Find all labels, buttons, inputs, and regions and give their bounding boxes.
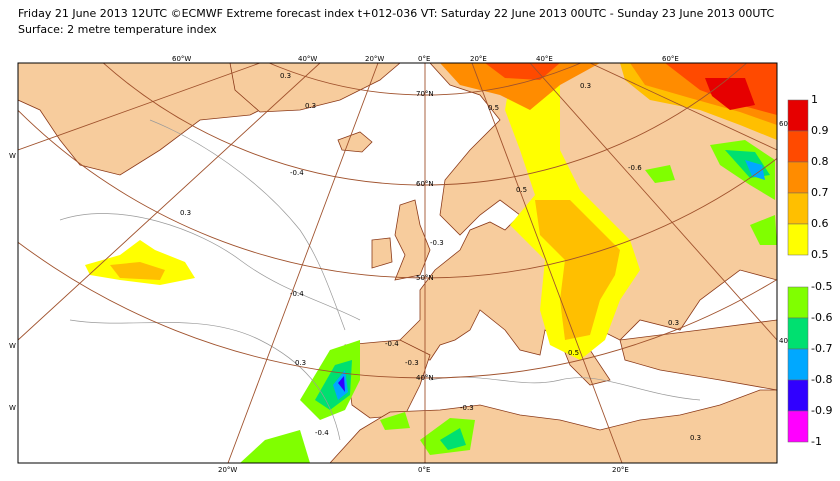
land <box>394 199 431 281</box>
contour-label: 0.3 <box>690 434 701 442</box>
lat-label: W <box>9 152 16 160</box>
map-frame <box>17 62 778 464</box>
warm-area <box>440 63 600 110</box>
contour-label: 0.3 <box>295 359 306 367</box>
contour <box>59 213 361 321</box>
lat-label: 50°N <box>416 274 434 282</box>
legend-swatch <box>787 317 809 350</box>
contour-label: -0.3 <box>430 239 444 247</box>
lon-label: 60°E <box>662 55 679 63</box>
contour-label: 0.3 <box>668 319 679 327</box>
cold-area <box>380 412 410 430</box>
contour-label: -0.3 <box>405 359 419 367</box>
contour-label: 0.3 <box>580 82 591 90</box>
warm-area <box>705 78 755 110</box>
graticule <box>18 63 777 463</box>
legend-swatch <box>787 130 809 163</box>
contour <box>149 119 346 331</box>
contour-label: -0.3 <box>460 404 474 412</box>
cold-area <box>710 140 775 200</box>
legend-label: 0.6 <box>811 217 829 230</box>
legend-label: 0.7 <box>811 186 829 199</box>
legend-swatch <box>787 192 809 225</box>
land <box>229 63 401 113</box>
contour-label: 0.5 <box>568 349 579 357</box>
legend-label: -0.9 <box>811 404 832 417</box>
lon-label: 20°E <box>612 466 629 474</box>
contour <box>429 376 701 401</box>
header-line: Friday 21 June 2013 12UTC ©ECMWF Extreme… <box>18 7 774 20</box>
lat-label: 60 <box>779 120 788 128</box>
legend-label: -0.6 <box>811 311 832 324</box>
legend-label: -0.5 <box>811 280 832 293</box>
land <box>619 319 777 391</box>
contour-labels: 0.3 -0.4 0.3 -0.4 -0.3 0.3 0.5 -0.4 0.5 … <box>180 72 701 442</box>
lat-label: W <box>9 404 16 412</box>
legend-swatch <box>787 161 809 194</box>
lat-label: 60°N <box>416 180 434 188</box>
warm-area <box>110 262 165 280</box>
contour-label: -0.4 <box>290 169 304 177</box>
contour-label: 0.5 <box>488 104 499 112</box>
legend-swatch <box>787 223 809 256</box>
contour-label: 0.3 <box>280 72 291 80</box>
legend-label: -1 <box>811 435 822 448</box>
warm-area <box>535 200 620 340</box>
cold-area <box>745 160 765 180</box>
contour-label: -0.4 <box>290 290 304 298</box>
lon-label: 40°E <box>536 55 553 63</box>
cold-area <box>240 430 310 463</box>
legend-label: 0.8 <box>811 155 829 168</box>
lon-label: 60°W <box>172 55 191 63</box>
legend-label: 0.5 <box>811 248 829 261</box>
legend-label: -0.7 <box>811 342 832 355</box>
lon-label: 20°W <box>218 466 237 474</box>
lon-label: 0°E <box>418 466 430 474</box>
legend-label: -0.8 <box>811 373 832 386</box>
cold-area <box>645 165 675 183</box>
map <box>18 63 777 463</box>
contour <box>69 319 341 441</box>
lat-label: W <box>9 342 16 350</box>
lon-label: 0°E <box>418 55 430 63</box>
lat-label: 40°N <box>416 374 434 382</box>
legend-swatch <box>787 99 809 132</box>
contour-label: 0.3 <box>305 102 316 110</box>
contour-label: -0.4 <box>385 340 399 348</box>
cold-area <box>750 215 777 245</box>
lon-label: 40°W <box>298 55 317 63</box>
land <box>371 237 393 269</box>
legend-label: 0.9 <box>811 124 829 137</box>
legend: 1 0.9 0.8 0.7 0.6 0.5 -0.5 -0.6 -0.7 -0.8 -0.9 -1 <box>787 93 832 448</box>
legend-swatch <box>787 379 809 412</box>
contour-label: -0.4 <box>315 429 329 437</box>
contour-label: 0.3 <box>180 209 191 217</box>
lon-label: 20°E <box>470 55 487 63</box>
legend-swatch <box>787 286 809 319</box>
legend-swatch <box>787 348 809 381</box>
lat-label: 40 <box>779 337 788 345</box>
legend-swatch <box>787 410 809 443</box>
contour-label: -0.6 <box>628 164 642 172</box>
contour-label: 0.5 <box>516 186 527 194</box>
legend-label: 1 <box>811 93 818 106</box>
lon-label: 20°W <box>365 55 384 63</box>
lat-label: 70°N <box>416 90 434 98</box>
header-subline: Surface: 2 metre temperature index <box>18 23 217 36</box>
cold-area <box>440 428 466 450</box>
cold-area <box>338 376 345 392</box>
